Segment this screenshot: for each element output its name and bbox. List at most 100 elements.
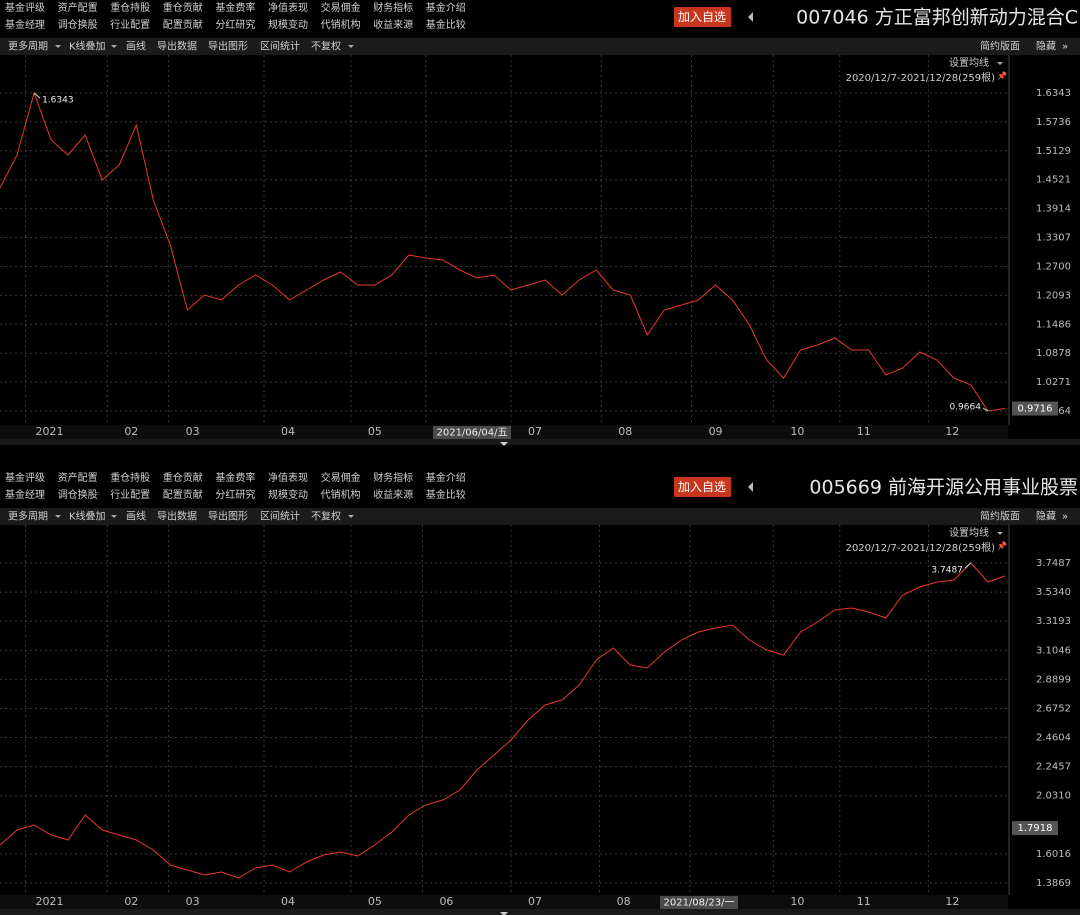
y-tick-label: 2.4604 — [1036, 733, 1071, 744]
toolbar-right-item[interactable]: 隐藏 — [1036, 511, 1056, 523]
menu-item[interactable]: 基金评级 — [5, 1, 45, 14]
menu-item[interactable]: 代销机构 — [321, 18, 361, 31]
add-watch-label[interactable]: 加入自选 — [678, 10, 726, 24]
menu-item[interactable]: 配置贡献 — [163, 488, 203, 501]
menu-item[interactable]: 基金介绍 — [426, 1, 466, 14]
add-watch-button[interactable] — [674, 7, 731, 27]
y-tick-label: 3.5340 — [1036, 587, 1071, 598]
back-arrow[interactable] — [748, 12, 753, 22]
dropdown-arrow[interactable] — [111, 45, 117, 48]
dropdown-arrow[interactable] — [111, 515, 117, 518]
menu-item[interactable]: 基金介绍 — [426, 471, 466, 484]
dropdown-arrow[interactable] — [55, 515, 61, 518]
high-arrow — [964, 562, 972, 569]
menu-item[interactable]: 交易佣金 — [321, 471, 361, 484]
y-tick-label: 2.2457 — [1036, 762, 1071, 773]
menu-item[interactable]: 分红研究 — [215, 488, 255, 501]
menu-item[interactable]: 基金经理 — [5, 488, 45, 501]
x-tick-label: 11 — [857, 425, 871, 438]
menu-item[interactable]: 净值表现 — [268, 471, 308, 484]
x-tick-label: 2021 — [36, 895, 64, 908]
menu-item[interactable]: 基金评级 — [5, 471, 45, 484]
menu-item[interactable]: 基金费率 — [215, 471, 255, 484]
pin-icon[interactable]: 📌 — [997, 71, 1007, 81]
toolbar-item[interactable]: 画线 — [126, 40, 146, 53]
menu-item[interactable]: 调仓换股 — [58, 18, 98, 31]
menu-item[interactable]: 行业配置 — [110, 18, 150, 31]
add-watch-button[interactable] — [674, 477, 731, 497]
menu-item[interactable]: 配置贡献 — [163, 18, 203, 31]
range-label: 2020/12/7-2021/12/28(259根) — [846, 71, 996, 84]
y-tick-label: 1.3307 — [1036, 233, 1071, 244]
menu-item[interactable]: 收益来源 — [373, 18, 413, 31]
menu-item[interactable]: 重仓贡献 — [163, 471, 203, 484]
x-tick-label: 08 — [617, 895, 631, 908]
menu-item[interactable]: 基金费率 — [215, 1, 255, 14]
y-tick-label: 1.5129 — [1036, 146, 1071, 157]
toolbar-item[interactable]: 不复权 — [311, 40, 341, 53]
pin-icon[interactable]: 📌 — [997, 541, 1007, 551]
toolbar-item[interactable]: 不复权 — [311, 510, 341, 523]
more-arrow[interactable]: » — [1062, 512, 1068, 523]
toolbar-item[interactable]: K线叠加 — [69, 40, 106, 53]
menu-item[interactable]: 分红研究 — [215, 18, 255, 31]
x-tick-label: 2021 — [36, 425, 64, 438]
low-label: 0.9664 — [949, 403, 981, 413]
toolbar-item[interactable]: 导出图形 — [208, 40, 248, 53]
more-arrow[interactable]: » — [1062, 42, 1068, 53]
x-tick-label: 11 — [857, 895, 871, 908]
y-tick-label: 3.1046 — [1036, 645, 1071, 656]
menu-item[interactable]: 基金比较 — [426, 18, 466, 31]
ma-setting[interactable]: 设置均线 — [949, 526, 989, 539]
x-tick-label: 10 — [790, 895, 804, 908]
toolbar-item[interactable]: 画线 — [126, 510, 146, 523]
add-watch-label[interactable]: 加入自选 — [678, 480, 726, 494]
toolbar-right-item[interactable]: 隐藏 — [1036, 41, 1056, 53]
x-tick-label: 02 — [124, 425, 138, 438]
cursor-date: 2021/08/23/一 — [663, 898, 734, 909]
back-arrow[interactable] — [748, 482, 753, 492]
ma-arrow[interactable] — [997, 62, 1003, 65]
y-tick-label: 1.5736 — [1036, 117, 1071, 128]
toolbar-item[interactable]: K线叠加 — [69, 510, 106, 523]
dropdown-arrow[interactable] — [348, 515, 354, 518]
menu-item[interactable]: 财务指标 — [373, 471, 413, 484]
menu-item[interactable]: 资产配置 — [58, 1, 98, 14]
menu-item[interactable]: 重仓贡献 — [163, 1, 203, 14]
menu-item[interactable]: 调仓换股 — [58, 488, 98, 501]
ma-arrow[interactable] — [997, 532, 1003, 535]
ma-setting[interactable]: 设置均线 — [949, 56, 989, 69]
cursor-date: 2021/06/04/五 — [436, 428, 507, 439]
toolbar-item[interactable]: 导出图形 — [208, 510, 248, 523]
toolbar-right-item[interactable]: 简约版面 — [980, 510, 1020, 523]
y-tick-label: 1.0271 — [1036, 377, 1071, 388]
menu-item[interactable]: 行业配置 — [110, 488, 150, 501]
menu-item[interactable]: 基金比较 — [426, 488, 466, 501]
dropdown-arrow[interactable] — [348, 45, 354, 48]
toolbar-item[interactable]: 更多周期 — [8, 40, 48, 53]
toolbar-right-item[interactable]: 简约版面 — [980, 40, 1020, 53]
menu-item[interactable]: 收益来源 — [373, 488, 413, 501]
toolbar-item[interactable]: 导出数据 — [157, 510, 197, 523]
menu-item[interactable]: 净值表现 — [268, 1, 308, 14]
dropdown-arrow[interactable] — [55, 45, 61, 48]
menu-item[interactable]: 财务指标 — [373, 1, 413, 14]
menu-item[interactable]: 规模变动 — [268, 488, 308, 501]
y-tick-label: 1.4521 — [1036, 175, 1071, 186]
toolbar-item[interactable]: 更多周期 — [8, 510, 48, 523]
x-tick-label: 12 — [945, 425, 959, 438]
menu-item[interactable]: 资产配置 — [58, 471, 98, 484]
menu-item[interactable]: 代销机构 — [321, 488, 361, 501]
menu-item[interactable]: 重仓持股 — [110, 1, 150, 14]
x-tick-label: 06 — [439, 895, 453, 908]
current-value-tag — [1012, 401, 1058, 416]
toolbar-item[interactable]: 导出数据 — [157, 40, 197, 53]
toolbar-item[interactable]: 区间统计 — [260, 510, 300, 523]
menu-item[interactable]: 基金经理 — [5, 18, 45, 31]
toolbar-item[interactable]: 区间统计 — [260, 40, 300, 53]
menu-item[interactable]: 规模变动 — [268, 18, 308, 31]
toolbar — [0, 508, 1080, 525]
menu-item[interactable]: 重仓持股 — [110, 471, 150, 484]
menu-item[interactable]: 交易佣金 — [321, 1, 361, 14]
cursor-marker — [500, 442, 508, 446]
